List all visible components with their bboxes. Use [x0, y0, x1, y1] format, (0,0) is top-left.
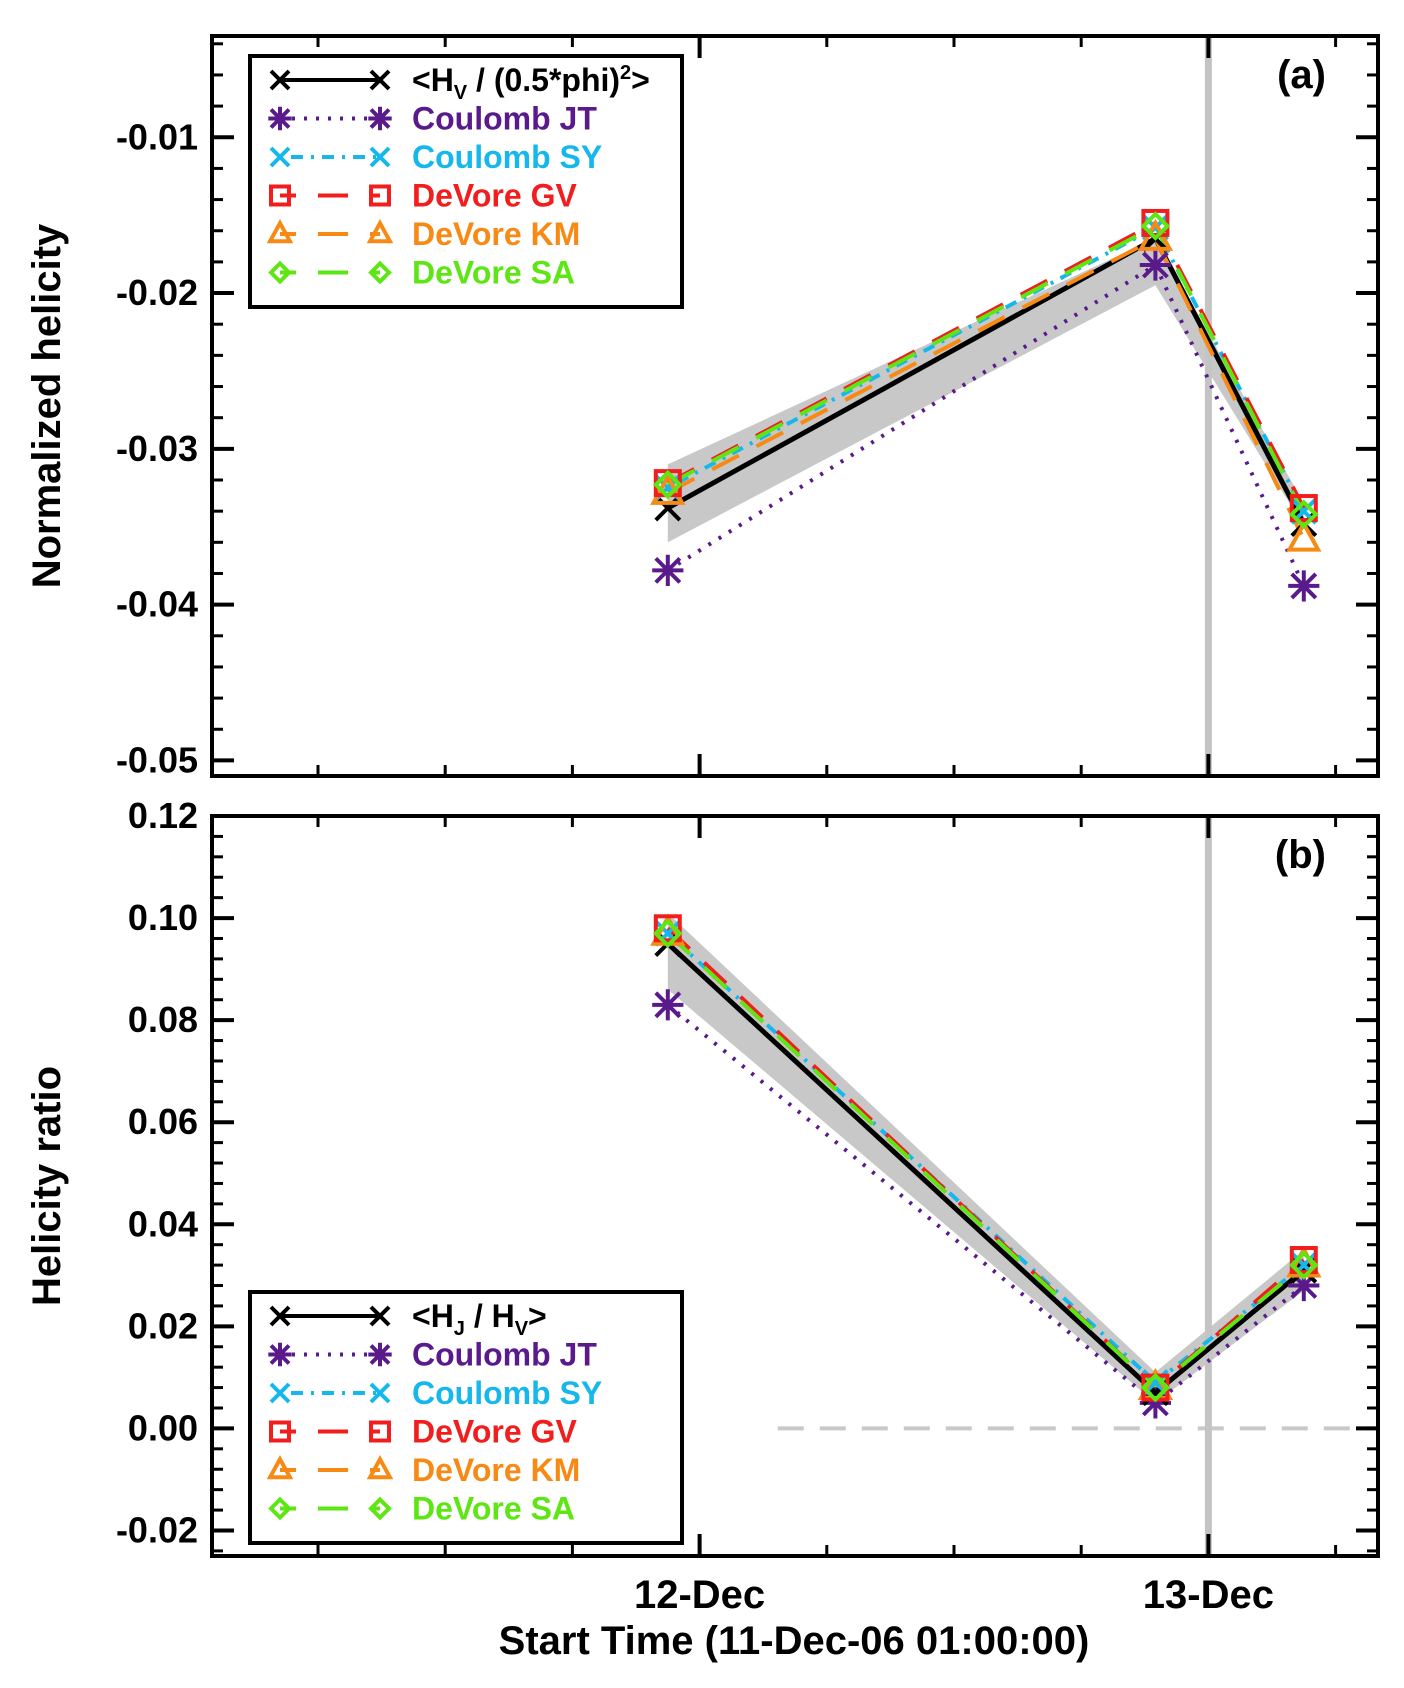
- y-tick-label: 0.00: [128, 1407, 198, 1448]
- legend-label-part: / H: [465, 1298, 515, 1334]
- legend-marker: [268, 260, 292, 285]
- x-tick-label: 12-Dec: [634, 1573, 765, 1617]
- legend-label-part: V: [454, 82, 468, 104]
- legend-label-part: V: [515, 1318, 529, 1340]
- panel-label: (a): [1277, 53, 1326, 97]
- legend-label-part: / (0.5*phi): [467, 62, 620, 98]
- point-devore-sa-1: [1140, 1372, 1171, 1403]
- point-devore-sa-2: [1288, 1250, 1319, 1280]
- point-coulomb-jt-1: [1139, 249, 1171, 281]
- legend-marker: [269, 69, 291, 91]
- point-coulomb-jt-2: [1288, 570, 1320, 602]
- point-devore-sa-2: [1288, 499, 1319, 530]
- point-devore-sa-1: [1140, 211, 1171, 241]
- panel-b: -0.02 0.00 0.02 0.04 0.06 0.08 0.10 0.12 (b) Heli…: [25, 795, 1380, 1558]
- point-coulomb-jt-0: [652, 554, 684, 586]
- legend-label: DeVore KM: [412, 1452, 580, 1488]
- legend-label-mean: <HV / (0.5*phi)2>: [412, 62, 650, 104]
- y-tick-label: 0.02: [128, 1305, 198, 1346]
- legend-marker: [368, 260, 392, 285]
- legend-label-part: <H: [412, 1298, 454, 1334]
- legend-label: DeVore SA: [412, 255, 575, 291]
- x-axis-label: Start Time (11-Dec-06 01:00:00): [499, 1619, 1090, 1663]
- legend-label: Coulomb JT: [412, 101, 597, 137]
- plot-frame: [210, 34, 1380, 778]
- point-coulomb-jt-1: [1139, 1387, 1171, 1419]
- legend-label: Coulomb SY: [412, 1375, 602, 1411]
- legend-marker: [268, 106, 292, 131]
- panel-a: -0.05 -0.04 -0.03 -0.02 -0.01 (a) Normalized h…: [25, 34, 1380, 780]
- legend-marker: [369, 1420, 391, 1443]
- legend-label-part: 2: [620, 62, 631, 84]
- legend-marker: [269, 146, 291, 168]
- point-devore-gv-2: [1289, 494, 1318, 523]
- legend-box: [248, 1290, 684, 1545]
- legend-marker: [369, 184, 391, 207]
- point-devore-sa-0: [652, 918, 683, 949]
- point-devore-gv-0: [653, 914, 682, 943]
- panel-label: (b): [1275, 833, 1326, 877]
- y-tick-label: -0.02: [116, 1509, 198, 1550]
- legend-label-part: J: [454, 1318, 465, 1340]
- y-tick-label: 0.04: [128, 1203, 198, 1244]
- legend-marker: [368, 106, 392, 131]
- legend-marker: [369, 1305, 391, 1327]
- legend-label: DeVore GV: [412, 178, 577, 214]
- point-devore-km-2: [1286, 519, 1322, 552]
- y-axis-label: Helicity ratio: [25, 1066, 69, 1306]
- legend-marker: [266, 219, 294, 244]
- y-tick-label: -0.05: [116, 739, 198, 780]
- plot-frame: [210, 814, 1380, 1558]
- legend-label: Coulomb SY: [412, 139, 602, 175]
- legend-marker: [366, 1455, 394, 1480]
- point-coulomb-jt-2: [1288, 1269, 1320, 1302]
- legend-label: DeVore SA: [412, 1491, 575, 1527]
- point-devore-gv-2: [1289, 1246, 1318, 1274]
- y-tick-label: -0.04: [116, 584, 198, 625]
- legend-marker: [366, 219, 394, 244]
- y-axis-label: Normalized helicity: [25, 223, 69, 588]
- legend-marker: [369, 1382, 391, 1404]
- legend-label-mean: <HJ / HV>: [412, 1298, 547, 1340]
- legend-label: DeVore GV: [412, 1414, 577, 1450]
- y-tick-label: -0.02: [116, 272, 198, 313]
- y-tick-label: 0.12: [128, 795, 198, 836]
- legend-marker: [266, 1455, 294, 1480]
- y-tick-label: -0.01: [116, 116, 198, 157]
- legend-marker: [268, 1496, 292, 1521]
- point-devore-gv-1: [1141, 208, 1170, 237]
- legend-label: Coulomb JT: [412, 1337, 597, 1373]
- legend-marker: [268, 1342, 292, 1367]
- legend-marker: [369, 146, 391, 168]
- legend-marker: [369, 69, 391, 91]
- legend-marker: [269, 1420, 291, 1443]
- point-mean-0: [654, 494, 682, 522]
- legend-marker: [269, 1382, 291, 1404]
- y-tick-label: 0.08: [128, 999, 198, 1040]
- legend-marker: [269, 184, 291, 207]
- legend-label-part: <H: [412, 62, 454, 98]
- point-coulomb-jt-0: [652, 989, 684, 1021]
- legend-marker: [368, 1342, 392, 1367]
- legend-marker: [269, 1305, 291, 1327]
- x-tick-label: 13-Dec: [1143, 1573, 1274, 1617]
- legend-label-part: >: [631, 62, 650, 98]
- legend-marker: [368, 1496, 392, 1521]
- legend-label: DeVore KM: [412, 216, 580, 252]
- legend-box: [248, 54, 684, 309]
- point-devore-sa-0: [652, 469, 683, 500]
- y-tick-label: 0.10: [128, 897, 198, 938]
- y-tick-label: -0.03: [116, 428, 198, 469]
- legend-label-part: >: [528, 1298, 547, 1334]
- y-tick-label: 0.06: [128, 1101, 198, 1142]
- series-line-devore-km: [666, 235, 1306, 541]
